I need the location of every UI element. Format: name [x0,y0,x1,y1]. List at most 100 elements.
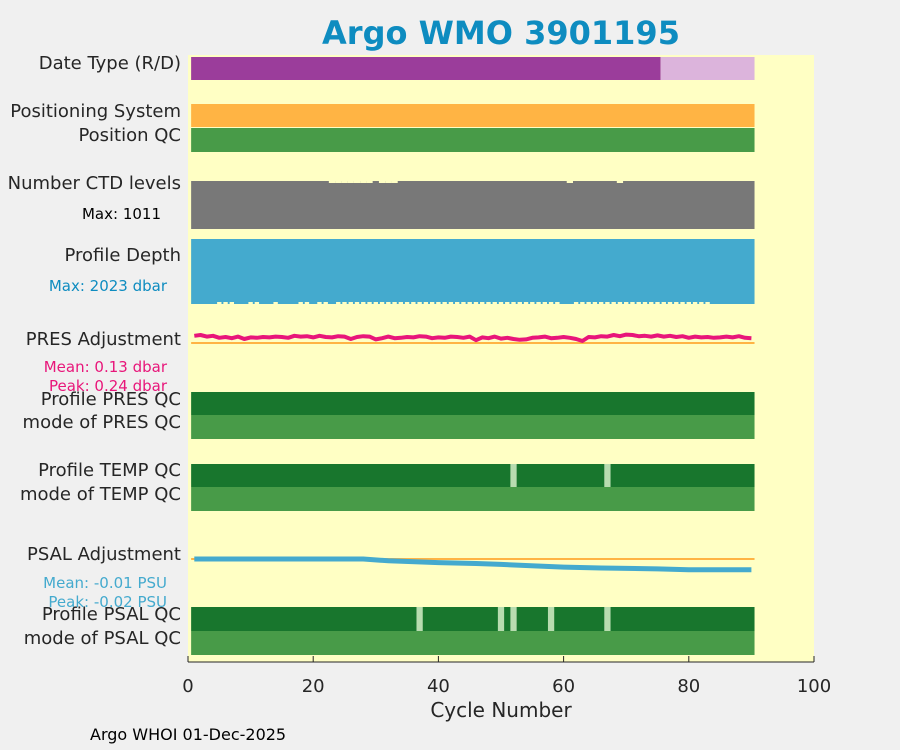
profile-depth-gap [542,302,548,304]
row-label-date-type: Date Type (R/D) [39,53,181,74]
ctd-levels-gap [353,181,361,183]
profile-temp-qc-bar [191,464,755,487]
profile-psal-qc-probably-good [604,607,611,631]
date-type-realtime-bar [660,57,755,80]
profile-depth-gap [680,302,685,304]
profile-depth-gap [423,302,429,304]
ctd-levels-gap [341,181,348,183]
row-labels: Date Type (R/D) Positioning System Positio… [8,53,181,649]
profile-depth-gap [611,302,616,304]
positioning-system-bar [191,104,755,127]
profile-depth-gap [404,302,410,304]
profile-depth-gap [336,302,341,304]
ctd-levels-gap [366,181,373,183]
psal-adjustment-line [194,556,752,573]
profile-depth-gap [573,302,579,304]
x-tick-label: 20 [302,676,325,697]
mode-temp-qc-bar [191,487,755,511]
chart-title: Argo WMO 3901195 [322,14,680,52]
psal-adjustment-peak-note: Peak: -0.02 PSU [48,593,167,611]
profile-depth-gap [379,302,385,304]
profile-depth-gap [624,302,629,304]
ctd-levels-gap [347,181,354,183]
data-marks [191,57,755,655]
x-tick-label: 0 [182,676,193,697]
profile-depth-gap [592,302,598,304]
profile-depth-gap [461,302,466,304]
profile-depth-gap [398,302,404,304]
ctd-levels-gap [391,181,398,183]
row-label-mode-pres-qc: mode of PRES QC [23,412,181,433]
ctd-levels-gap [328,181,336,183]
profile-depth-gap [705,302,710,304]
profile-depth-gap [511,302,516,304]
x-tick-label: 60 [552,676,575,697]
profile-depth-gap [217,302,222,304]
profile-depth-gap [473,302,479,304]
row-label-profile-pres-qc: Profile PRES QC [41,389,181,410]
profile-depth-bar [191,239,755,304]
pres-adjustment-line [194,332,752,343]
pres-adjustment-peak-note: Peak: 0.24 dbar [49,377,168,395]
ctd-levels-gap [566,181,573,183]
row-label-ctd-levels: Number CTD levels [8,173,181,194]
profile-depth-gap [254,302,260,304]
profile-depth-gap [598,302,604,304]
profile-psal-qc-probably-good [416,607,423,631]
profile-depth-gap [411,302,416,304]
profile-depth-gap [674,302,679,304]
profile-depth-gap [317,302,322,304]
row-label-mode-psal-qc: mode of PSAL QC [24,628,181,649]
profile-temp-qc-probably-good [604,464,611,487]
profile-depth-gap [692,302,698,304]
profile-temp-qc-probably-good [510,464,517,487]
profile-psal-qc-probably-good [510,607,517,631]
profile-depth-gap [223,302,228,304]
profile-depth-gap [392,302,397,304]
row-label-profile-psal-qc: Profile PSAL QC [42,604,181,625]
profile-depth-gap [273,302,278,304]
profile-depth-gap [386,302,391,304]
profile-depth-gap [361,302,366,304]
ctd-levels-gap [360,181,367,183]
profile-depth-gap [467,302,472,304]
profile-depth-gap [367,302,372,304]
profile-depth-gap [298,302,303,304]
row-label-position-qc: Position QC [78,125,181,146]
ctd-levels-gap [616,181,624,183]
x-axis-label: Cycle Number [430,698,572,722]
profile-depth-gap [492,302,497,304]
profile-depth-gap [555,302,560,304]
profile-depth-gap [580,302,585,304]
row-label-positioning: Positioning System [10,101,181,122]
profile-depth-gap [448,302,454,304]
mode-pres-qc-bar [191,415,755,439]
profile-psal-qc-probably-good [497,607,505,631]
profile-psal-qc-bar [191,607,755,631]
ctd-levels-gap [335,181,342,183]
profile-depth-gap [229,302,235,304]
profile-depth-gap [636,302,641,304]
profile-depth-gap [605,302,610,304]
profile-depth-gap [354,302,360,304]
profile-depth-gap [429,302,435,304]
x-tick-label: 80 [677,676,700,697]
position-qc-bar [191,128,755,152]
profile-depth-gap [454,302,460,304]
profile-depth-gap [642,302,648,304]
profile-depth-gap [617,302,623,304]
profile-depth-gap [436,302,441,304]
date-type-delayed-bar [191,57,661,80]
row-label-mode-temp-qc: mode of TEMP QC [20,484,181,505]
ctd-levels-gap [385,181,392,183]
profile-depth-gap [530,302,535,304]
row-label-pres-adjustment: PRES Adjustment [26,329,181,350]
profile-depth-gap [661,302,666,304]
ctd-levels-max-note: Max: 1011 [82,205,161,223]
mode-psal-qc-bar [191,631,755,655]
profile-psal-qc-probably-good [547,607,555,631]
profile-depth-gap [586,302,591,304]
profile-depth-gap [486,302,491,304]
profile-depth-gap [373,302,378,304]
